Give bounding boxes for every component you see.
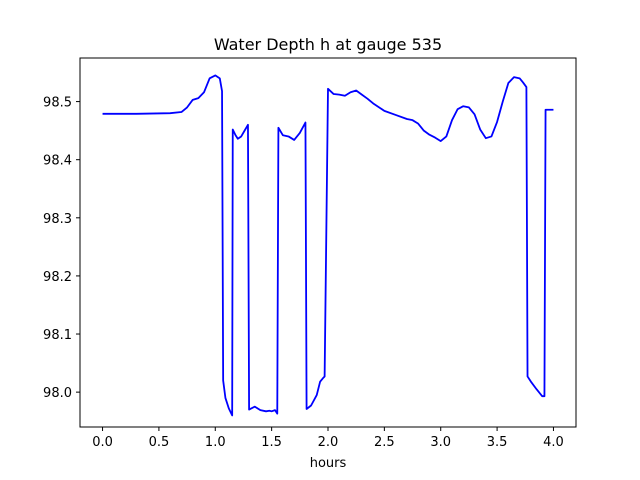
x-axis-label: hours (310, 456, 347, 471)
chart-title: Water Depth h at gauge 535 (214, 35, 442, 54)
y-tick-label: 98.0 (43, 386, 72, 401)
plot-area (102, 74, 554, 417)
x-tick-label: 2.0 (318, 435, 339, 450)
x-tick-label: 0.5 (149, 435, 170, 450)
y-tick-label: 98.3 (43, 212, 72, 227)
x-tick-label: 0.0 (92, 435, 113, 450)
x-axis: 0.0 0.5 1.0 1.5 2.0 2.5 3.0 3.5 4.0 (92, 427, 564, 450)
x-tick-label: 1.0 (205, 435, 226, 450)
x-tick-label: 4.0 (543, 435, 564, 450)
y-tick-label: 98.4 (43, 154, 72, 169)
y-axis: 98.0 98.1 98.2 98.3 98.4 98.5 (43, 96, 80, 401)
y-tick-label: 98.2 (43, 270, 72, 285)
x-tick-label: 1.5 (261, 435, 282, 450)
x-tick-label: 3.5 (487, 435, 508, 450)
x-tick-label: 3.0 (430, 435, 451, 450)
series-line-0 (102, 74, 554, 417)
x-tick-label: 2.5 (374, 435, 395, 450)
y-tick-label: 98.1 (43, 328, 72, 343)
y-tick-label: 98.5 (43, 96, 72, 111)
